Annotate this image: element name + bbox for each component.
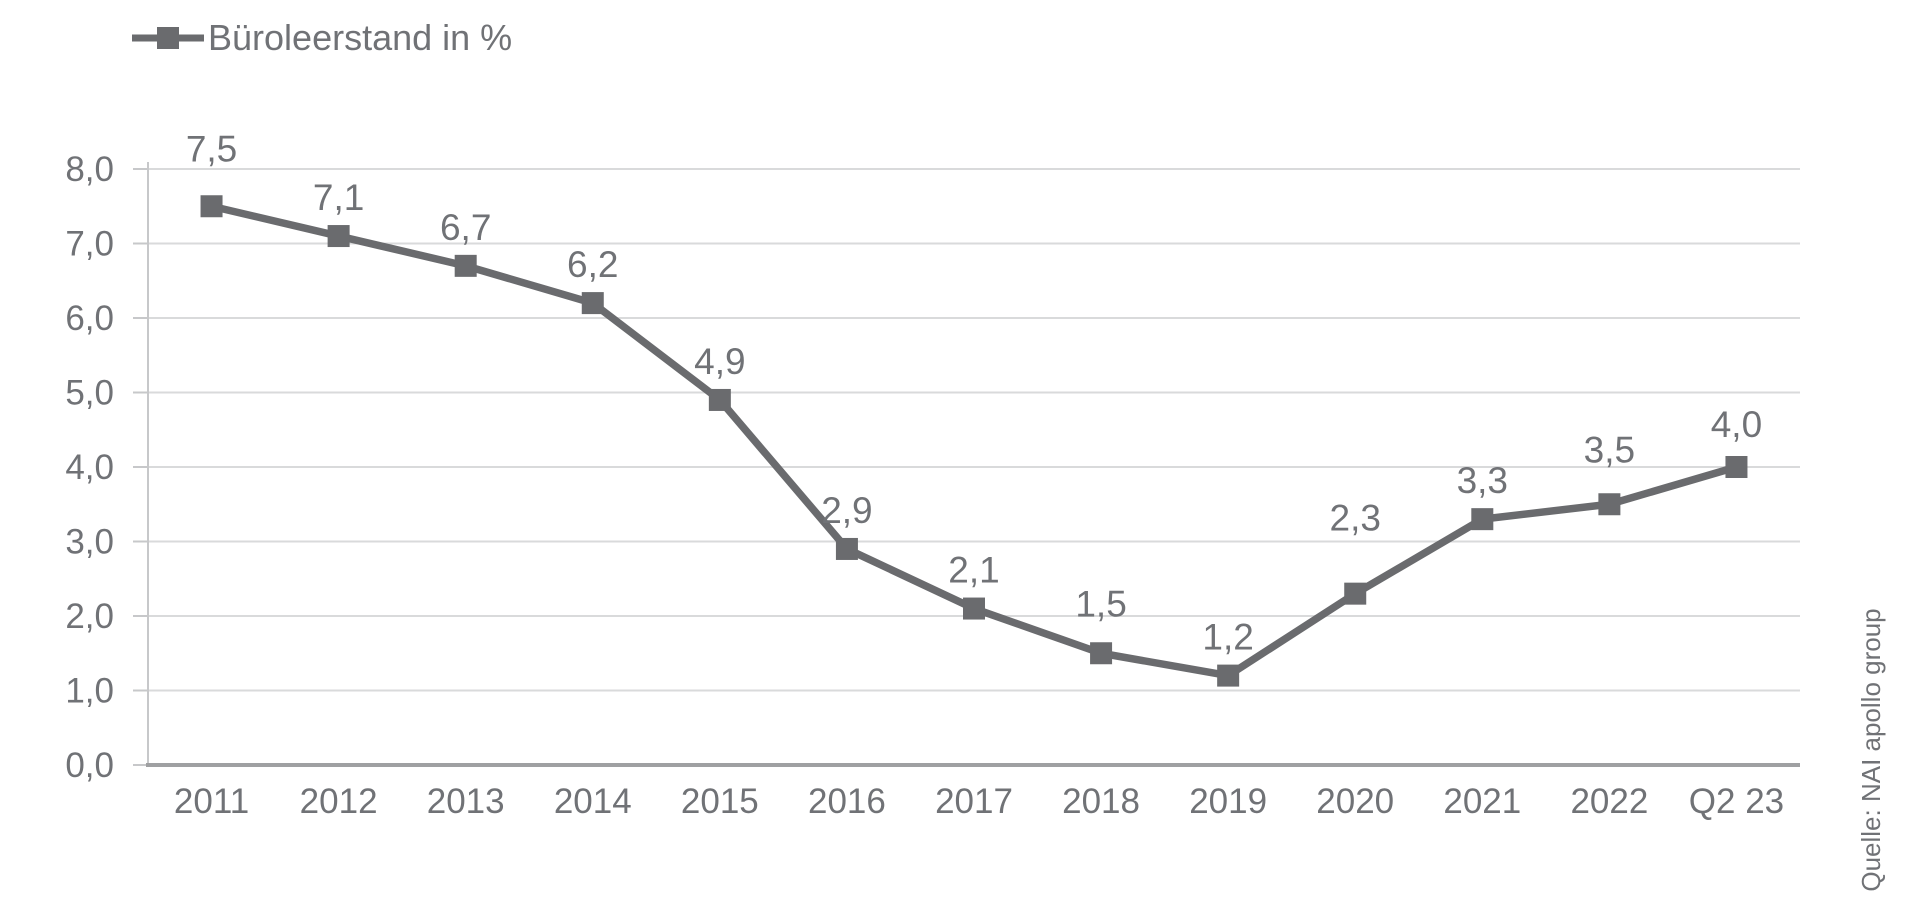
- legend-square-marker-icon: [157, 27, 179, 49]
- data-point-marker-2022: [1598, 493, 1621, 516]
- data-label: 3,3: [1457, 460, 1508, 501]
- x-tick-label: 2018: [1062, 782, 1140, 821]
- data-point-marker-2020: [1344, 582, 1367, 605]
- data-point-marker-2018: [1090, 642, 1113, 665]
- data-point-marker-2014: [581, 292, 604, 315]
- y-tick-label: 4,0: [65, 448, 114, 487]
- legend: Büroleerstand in %: [132, 17, 512, 58]
- y-tick-labels: 0,0 1,0 2,0 3,0 4,0 5,0 6,0 7,0 8,0: [65, 150, 114, 785]
- y-gridlines: [148, 168, 1800, 692]
- y-tick-label: 3,0: [65, 523, 114, 562]
- y-tick-label: 5,0: [65, 374, 114, 413]
- data-point-marker-2012: [327, 225, 350, 248]
- x-tick-label: 2020: [1316, 782, 1394, 821]
- source-note: Quelle: NAI apollo group: [1856, 608, 1886, 891]
- x-tick-label: 2021: [1443, 782, 1521, 821]
- data-point-marker-Q2 23: [1725, 456, 1748, 478]
- data-label: 6,2: [567, 244, 618, 285]
- x-tick-label: 2012: [300, 782, 378, 821]
- x-tick-label: 2014: [554, 782, 632, 821]
- data-point-markers: [200, 195, 1748, 687]
- x-tick-label: 2011: [174, 782, 249, 821]
- y-axis: [133, 162, 149, 767]
- x-tick-label: 2019: [1189, 782, 1267, 821]
- legend-label: Büroleerstand in %: [208, 17, 512, 58]
- data-point-marker-2011: [200, 195, 223, 218]
- data-label: 2,3: [1330, 498, 1381, 539]
- x-tick-label: 2015: [681, 782, 759, 821]
- y-tick-label: 8,0: [65, 150, 114, 189]
- data-label: 7,1: [313, 177, 364, 218]
- data-label: 4,0: [1711, 404, 1762, 445]
- data-label: 2,1: [948, 550, 999, 591]
- data-label: 1,5: [1075, 583, 1126, 624]
- data-point-marker-2016: [835, 537, 858, 560]
- x-tick-label: 2013: [427, 782, 505, 821]
- data-point-marker-2019: [1217, 664, 1240, 687]
- data-label: 7,5: [186, 128, 237, 169]
- x-tick-label: Q2 23: [1689, 782, 1784, 821]
- x-tick-label: 2022: [1570, 782, 1648, 821]
- y-tick-label: 1,0: [65, 672, 114, 711]
- x-tick-label: 2016: [808, 782, 886, 821]
- y-tick-label: 6,0: [65, 299, 114, 338]
- data-point-marker-2021: [1471, 508, 1494, 531]
- data-label: 4,9: [694, 341, 745, 382]
- y-tick-label: 2,0: [65, 597, 114, 636]
- data-point-marker-2015: [708, 388, 731, 411]
- data-label: 6,7: [440, 207, 491, 248]
- y-tick-label: 7,0: [65, 225, 114, 264]
- x-tick-label: 2017: [935, 782, 1013, 821]
- data-label: 3,5: [1584, 429, 1635, 470]
- data-label: 1,2: [1202, 617, 1253, 658]
- x-tick-labels: 2011 2012 2013 2014 2015 2016 2017 2018 2019 2020…: [174, 782, 1784, 821]
- data-point-marker-2013: [454, 254, 477, 277]
- data-point-marker-2017: [963, 597, 985, 620]
- data-label: 2,9: [821, 490, 872, 531]
- data-labels: 7,5 7,1 6,7 6,2 4,9 2,9 2,1 1,5 1,2 2,3 3,3 3,5 4,0: [186, 128, 1762, 657]
- y-tick-label: 0,0: [65, 746, 114, 785]
